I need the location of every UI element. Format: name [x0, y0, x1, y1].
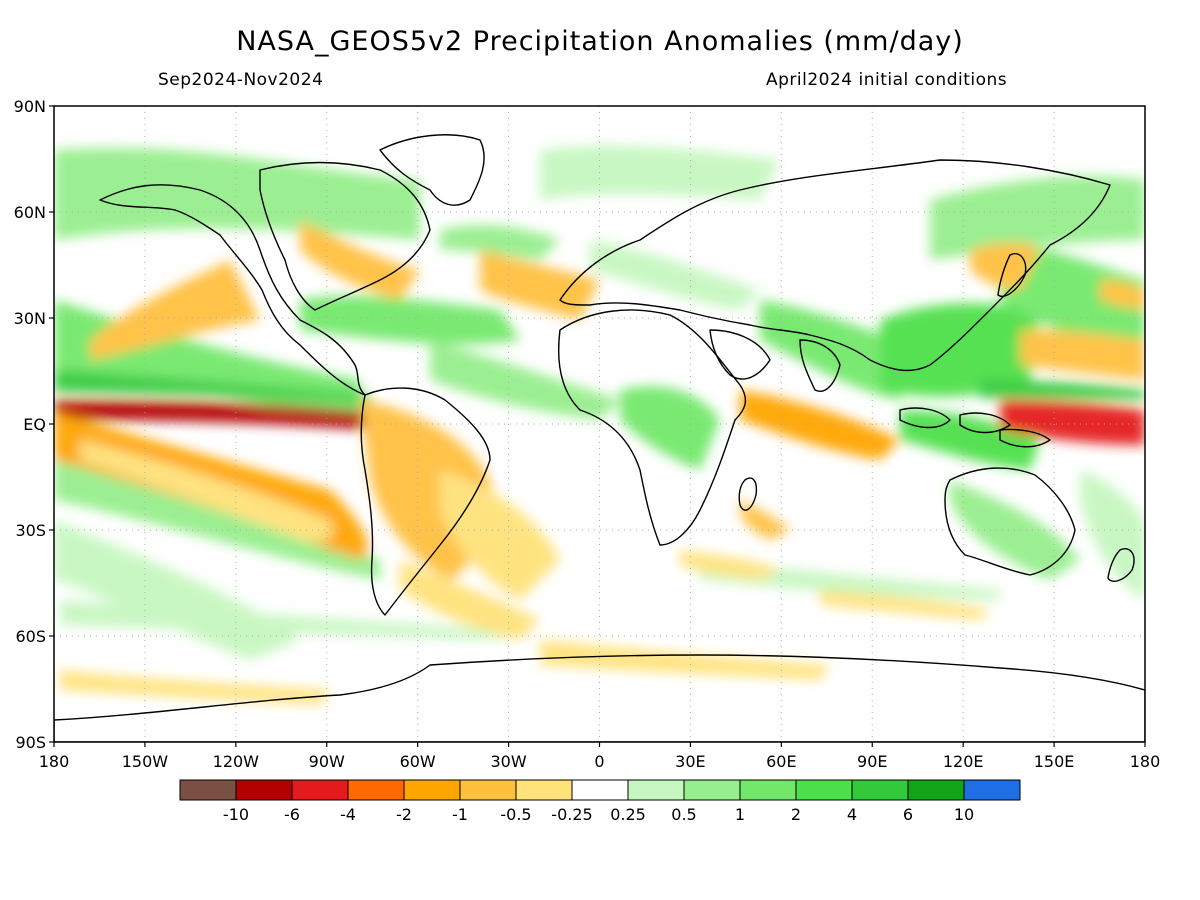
legend-label: 10	[954, 805, 974, 824]
legend-label: 0.5	[671, 805, 696, 824]
lat-label: 90S	[15, 733, 46, 752]
legend-swatch	[683, 779, 741, 801]
legend-label: 1	[735, 805, 745, 824]
legend-label: 4	[847, 805, 857, 824]
legend-label: -4	[340, 805, 356, 824]
legend-swatch	[291, 779, 349, 801]
lon-label: 180	[1130, 752, 1161, 771]
legend-label: -0.25	[551, 805, 592, 824]
legend-swatch	[403, 779, 461, 801]
forecast-period: Sep2024-Nov2024	[158, 70, 324, 90]
map-title: NASA_GEOS5v2 Precipitation Anomalies (mm…	[236, 26, 964, 57]
legend-label: -10	[223, 805, 249, 824]
lon-label: 150W	[122, 752, 169, 771]
coastlines	[54, 134, 1145, 742]
anomaly-field	[54, 145, 1145, 705]
legend-label: -1	[452, 805, 468, 824]
lon-label: 60W	[400, 752, 436, 771]
lat-label: 30N	[14, 309, 46, 328]
initial-conditions: April2024 initial conditions	[766, 70, 1008, 90]
legend-swatch	[851, 779, 909, 801]
legend-swatch	[627, 779, 685, 801]
lon-label: 30E	[675, 752, 705, 771]
legend-swatch	[347, 779, 405, 801]
legend-label: 6	[903, 805, 913, 824]
lat-label: 30S	[15, 521, 46, 540]
lat-label: EQ	[23, 415, 46, 434]
legend-swatch	[739, 779, 797, 801]
graticule	[54, 106, 1145, 742]
legend-swatch	[963, 779, 1021, 801]
lon-label: 0	[594, 752, 604, 771]
lon-label: 180	[39, 752, 70, 771]
legend-swatch	[571, 779, 629, 801]
legend-swatch	[459, 779, 517, 801]
legend-swatch	[515, 779, 573, 801]
longitude-axis: 180 150W 120W 90W 60W 30W 0 30E 60E 90E 120E 150E 18…	[39, 742, 1161, 771]
lon-label: 120W	[213, 752, 260, 771]
lon-label: 120E	[943, 752, 984, 771]
legend-swatch	[795, 779, 853, 801]
legend-label: -6	[284, 805, 300, 824]
lon-label: 60E	[766, 752, 796, 771]
lon-label: 150E	[1034, 752, 1075, 771]
lon-label: 30W	[490, 752, 526, 771]
lon-label: 90E	[857, 752, 887, 771]
lat-label: 60N	[14, 203, 46, 222]
lon-label: 90W	[309, 752, 345, 771]
latitude-axis: 90N 60N 30N EQ 30S 60S 90S	[14, 97, 54, 752]
legend-swatch	[235, 779, 293, 801]
legend-swatch	[179, 779, 237, 801]
lat-label: 60S	[15, 627, 46, 646]
legend-label: -0.5	[500, 805, 531, 824]
legend-label: -2	[396, 805, 412, 824]
color-legend: -10 -6 -4 -2 -1 -0.5 -0.25 0.25 0.5 1 2 4 6 10	[179, 779, 1021, 824]
legend-swatch	[907, 779, 965, 801]
lat-label: 90N	[14, 97, 46, 116]
legend-label: 0.25	[610, 805, 646, 824]
legend-label: 2	[791, 805, 801, 824]
